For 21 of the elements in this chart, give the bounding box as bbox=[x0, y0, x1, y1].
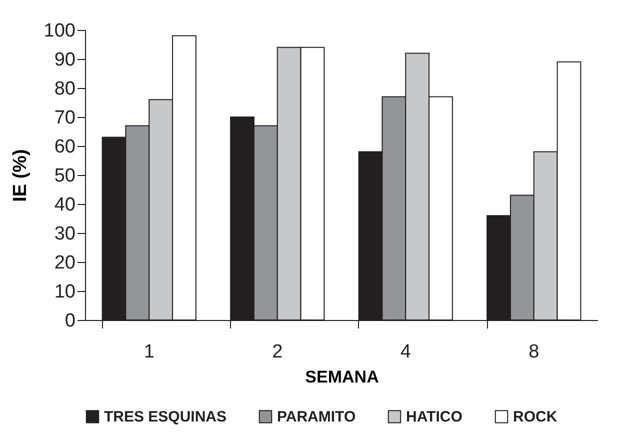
x-tick-label: 4 bbox=[400, 342, 412, 362]
y-axis-title: IE (%) bbox=[10, 149, 31, 202]
y-tick-label: 50 bbox=[54, 166, 76, 186]
y-tick-label: 40 bbox=[54, 194, 76, 216]
y-tick-label: 90 bbox=[54, 50, 76, 70]
x-tick-label: 1 bbox=[144, 342, 154, 362]
legend-label: TRES ESQUINAS bbox=[104, 408, 227, 426]
y-tick-label: 10 bbox=[54, 282, 76, 302]
y-tick-label: 20 bbox=[54, 252, 76, 274]
legend-label: PARAMITO bbox=[277, 408, 356, 426]
y-tick-label: 60 bbox=[54, 136, 76, 158]
y-tick-label: 100 bbox=[44, 20, 76, 42]
x-tick-label: 2 bbox=[272, 342, 283, 362]
legend-label: ROCK bbox=[513, 408, 558, 426]
y-tick-label: 0 bbox=[64, 310, 76, 332]
y-tick-label: 80 bbox=[54, 78, 76, 100]
x-tick-label: 8 bbox=[528, 342, 540, 362]
y-tick-label: 70 bbox=[54, 108, 76, 128]
legend-label: HATICO bbox=[406, 408, 463, 426]
x-axis-title: SEMANA bbox=[305, 368, 379, 386]
y-tick-label: 30 bbox=[54, 224, 76, 244]
